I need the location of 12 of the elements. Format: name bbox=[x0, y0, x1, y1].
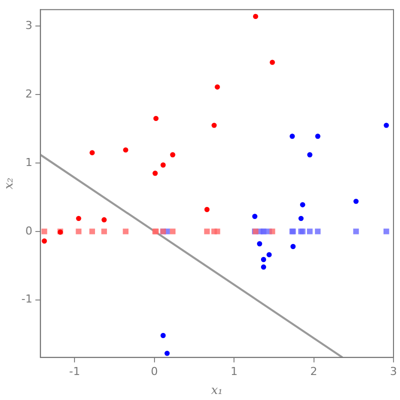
y-axis-title: x₂ bbox=[1, 178, 16, 190]
x-tick-label: 2 bbox=[310, 364, 318, 378]
y-tick-label: 3 bbox=[25, 18, 32, 32]
x-tick-label: 0 bbox=[150, 364, 158, 378]
y-tick-label: 2 bbox=[25, 87, 32, 100]
y-tick-label: 1 bbox=[25, 156, 32, 169]
x-tick-label: 3 bbox=[390, 364, 397, 378]
x-tick-label: -1 bbox=[69, 364, 80, 378]
x-tick-label: 1 bbox=[230, 364, 238, 378]
y-tick-label: 0 bbox=[25, 224, 32, 238]
x-axis-title: x₁ bbox=[211, 382, 223, 397]
y-tick-label: -1 bbox=[21, 292, 32, 306]
